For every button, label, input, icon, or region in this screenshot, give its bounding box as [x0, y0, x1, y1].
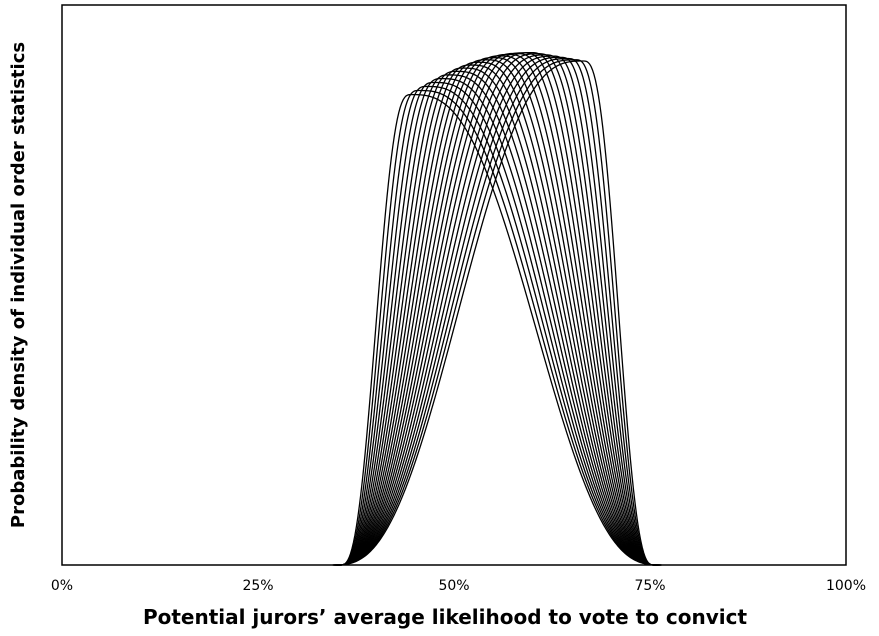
- density-curve: [333, 57, 655, 566]
- density-curve: [332, 60, 654, 566]
- x-tick-label: 100%: [826, 578, 866, 594]
- x-tick-label: 0%: [51, 578, 73, 594]
- density-curve: [334, 53, 656, 566]
- x-axis-title: Potential jurors’ average likelihood to …: [143, 605, 748, 629]
- density-curve: [334, 54, 656, 566]
- density-curve: [340, 93, 662, 566]
- x-tick-label: 50%: [438, 578, 469, 594]
- x-tick-label: 25%: [242, 578, 273, 594]
- density-curve: [335, 53, 658, 566]
- density-curve: [335, 52, 657, 566]
- x-tick-label: 75%: [634, 578, 665, 594]
- density-curve: [332, 59, 655, 566]
- density-curve: [339, 81, 661, 566]
- density-curve: [337, 67, 660, 566]
- density-curve: [339, 89, 662, 566]
- density-curve: [335, 52, 657, 566]
- density-curve: [338, 77, 661, 566]
- x-axis-ticks: 0% 25% 50% 75% 100%: [51, 578, 866, 594]
- density-curve: [334, 51, 657, 566]
- density-curve: [333, 55, 656, 566]
- density-curve: [339, 85, 662, 566]
- density-curves: [332, 51, 662, 566]
- density-curve: [336, 59, 659, 566]
- density-curve: [338, 70, 660, 566]
- density-curve: [337, 61, 659, 566]
- density-curve: [337, 64, 660, 566]
- y-axis-title: Probability density of individual order …: [8, 42, 29, 528]
- density-curve: [333, 56, 655, 566]
